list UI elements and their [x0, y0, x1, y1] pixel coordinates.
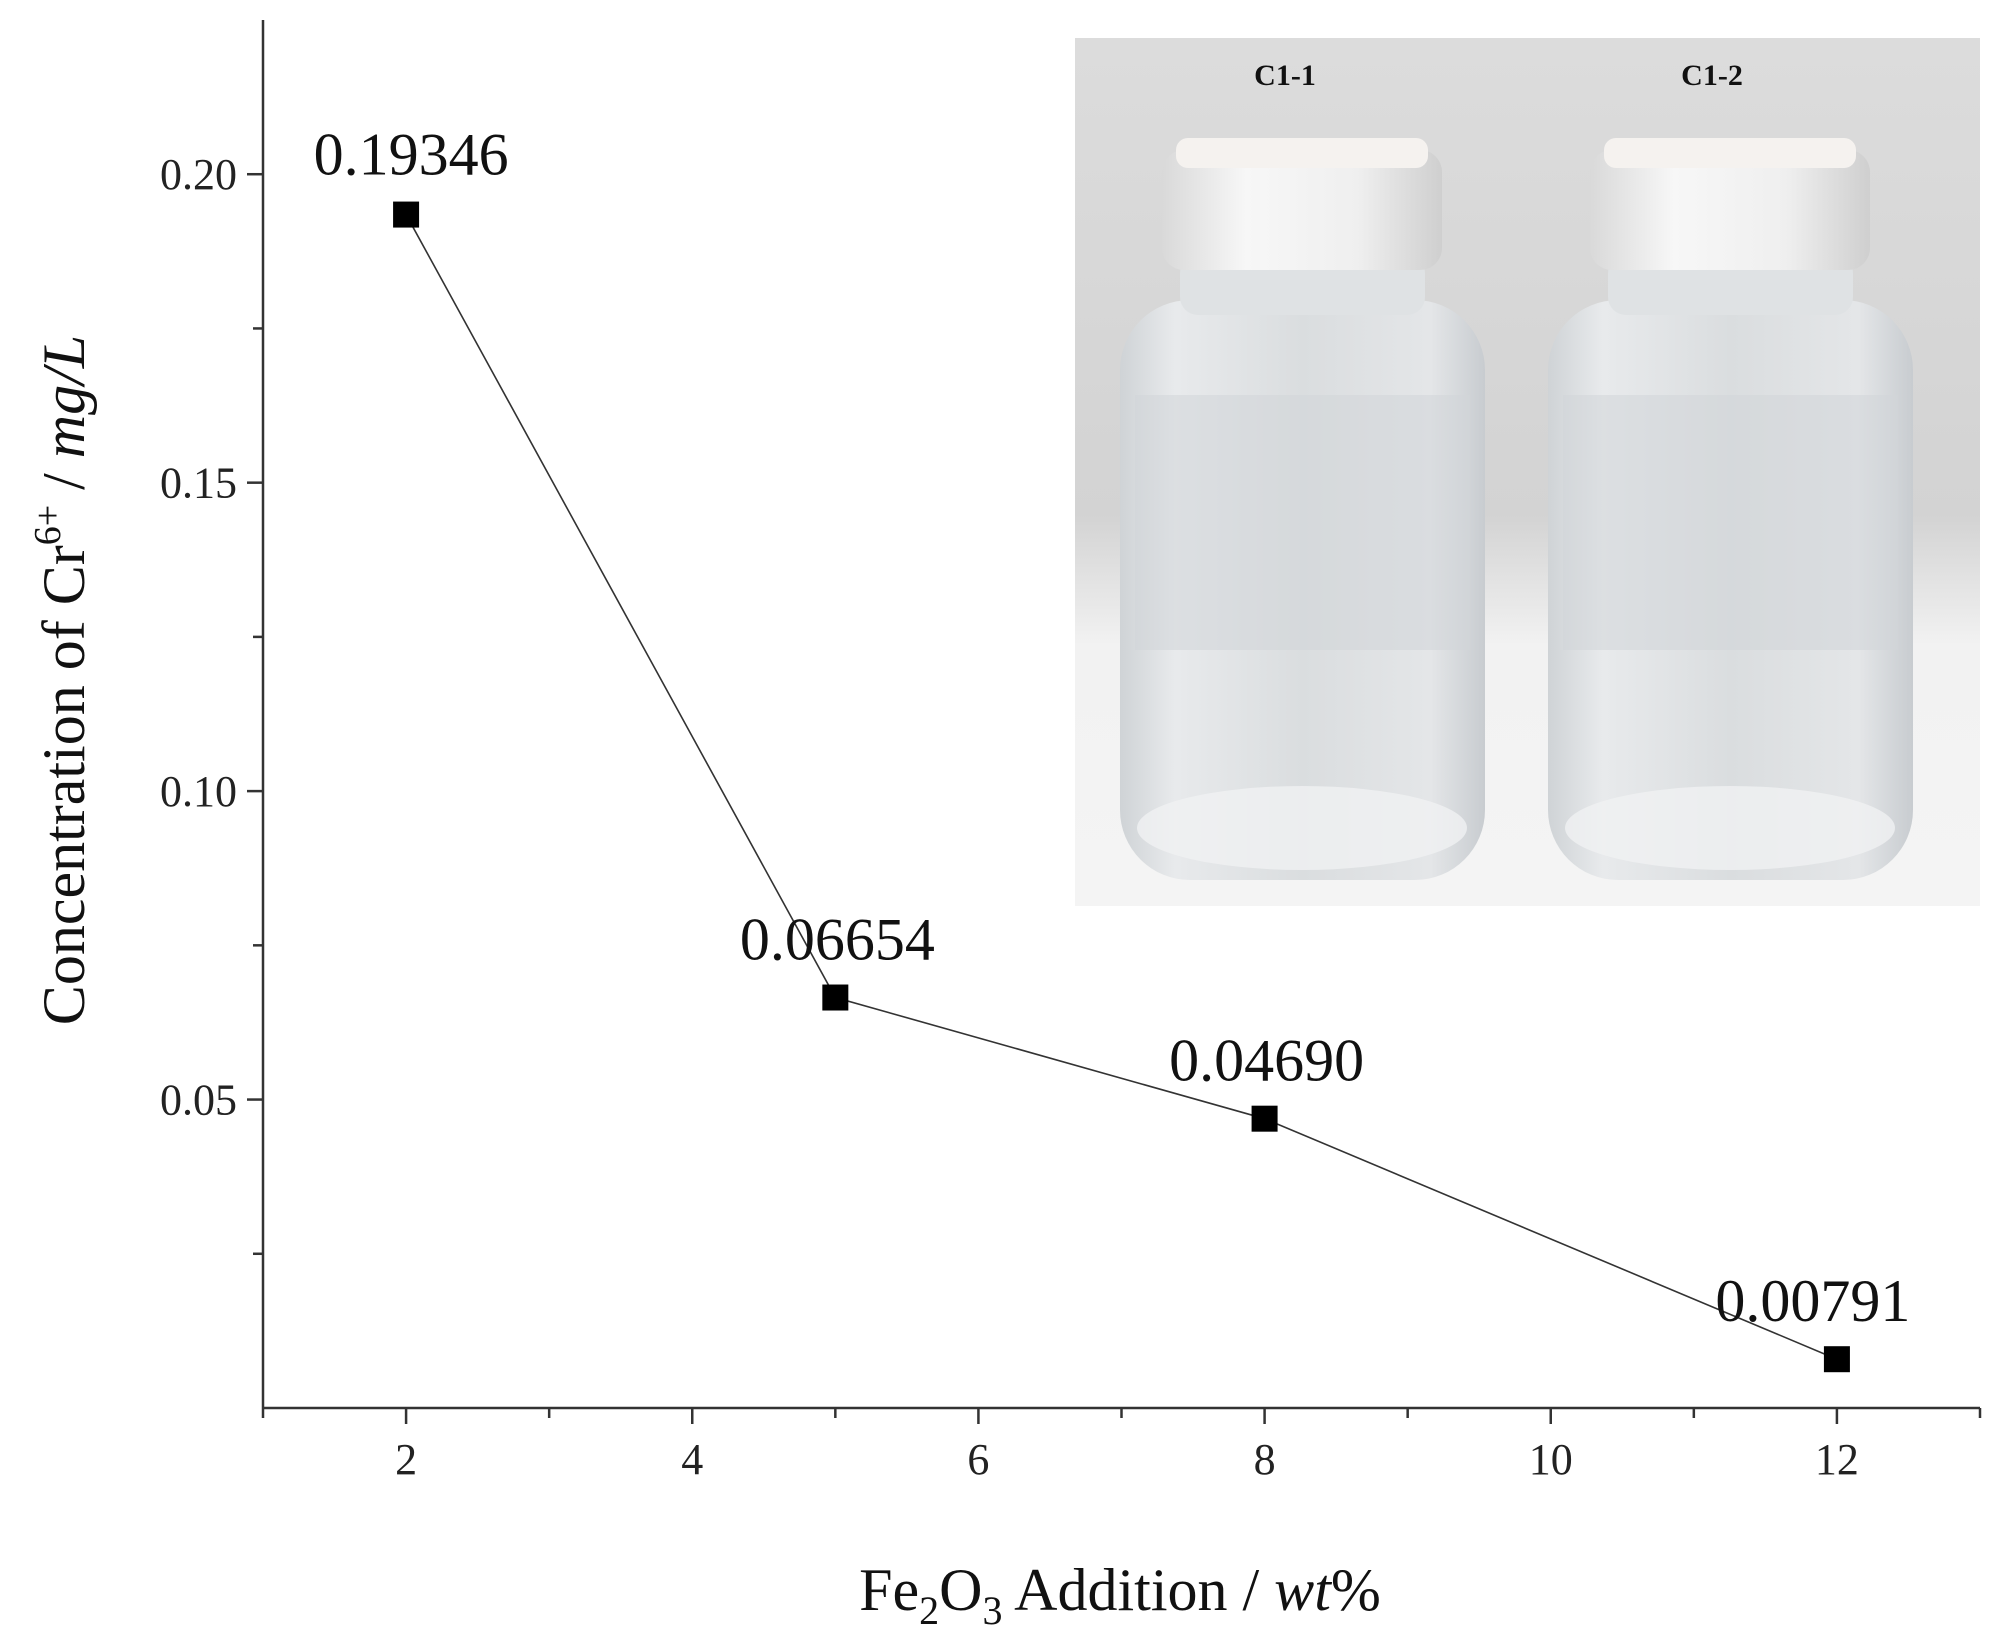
data-labels: 0.19346 0.06654 0.04690 0.00791: [314, 122, 1911, 1335]
photo-label-c1-2: C1-2: [1681, 59, 1743, 92]
data-markers: [393, 201, 1850, 1373]
data-label: 0.00791: [1715, 1268, 1910, 1334]
data-label: 0.19346: [314, 122, 509, 188]
data-marker: [393, 201, 420, 228]
y-tick-label: 0.10: [160, 767, 237, 816]
data-marker: [1251, 1105, 1278, 1132]
series-polyline: [405, 214, 1838, 1360]
x-tick-label: 10: [1529, 1435, 1573, 1484]
bottle-right: [1548, 138, 1913, 880]
x-ticks: 2 4 6 8 10 12: [261, 1408, 1982, 1484]
y-axis-title: Concentration of Cr6+ / mg/L: [27, 335, 97, 1025]
y-tick-label: 0.15: [160, 459, 237, 508]
series-line: [405, 214, 1838, 1360]
x-tick-label: 6: [967, 1435, 989, 1484]
photo-label-c1-1: C1-1: [1254, 59, 1316, 92]
x-axis-title: Fe2O3 Addition / wt%: [859, 1557, 1381, 1633]
y-tick-label: 0.05: [160, 1076, 237, 1125]
data-label: 0.04690: [1169, 1028, 1364, 1094]
y-tick-label: 0.20: [160, 150, 237, 199]
y-ticks: 0.05 0.10 0.15 0.20: [160, 150, 263, 1256]
data-marker: [822, 984, 849, 1011]
inset-photo: C1-1 C1-2: [1075, 38, 1980, 906]
x-tick-label: 8: [1254, 1435, 1276, 1484]
bottle-left: [1120, 138, 1485, 880]
data-marker: [1823, 1346, 1850, 1373]
x-tick-label: 4: [681, 1435, 703, 1484]
x-tick-label: 2: [395, 1435, 417, 1484]
data-label: 0.06654: [740, 907, 935, 973]
x-tick-label: 12: [1815, 1435, 1859, 1484]
